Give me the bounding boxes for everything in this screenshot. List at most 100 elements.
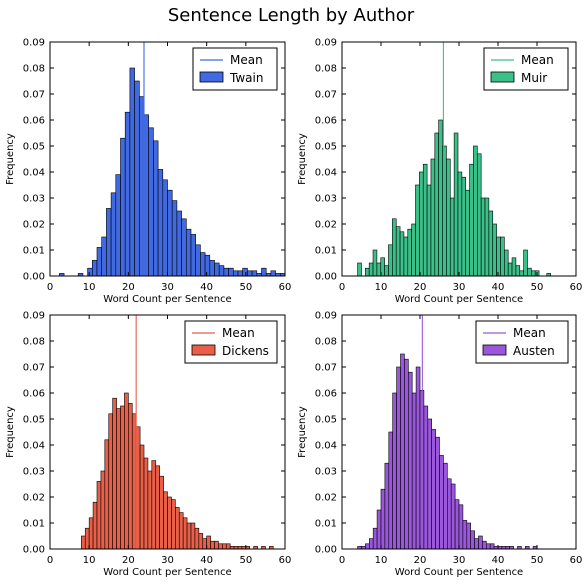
x-tick-label: 40 [492, 555, 505, 566]
histogram-bar [162, 179, 168, 277]
x-tick-label: 10 [83, 555, 96, 566]
x-tick-label: 20 [122, 555, 135, 566]
histogram-bar [247, 270, 253, 277]
legend-box [184, 320, 278, 364]
chart-panel-dickens: 0 10 20 30 40 50 60 0.00 0.01 0.02 0.03 0.04 0.05 0.0… [5, 311, 291, 579]
histogram-bar [222, 543, 227, 550]
histogram-bar [101, 236, 107, 277]
y-tick-label: 0.09 [315, 311, 337, 322]
histogram-bar [453, 132, 459, 277]
histogram-bar [368, 538, 374, 550]
histogram-bar [139, 96, 145, 277]
y-tick-label: 0.08 [23, 337, 45, 348]
histogram-bar [415, 366, 421, 550]
x-tick-label: 0 [339, 555, 345, 566]
chart-panel-austen: 0 10 20 30 40 50 60 0.00 0.01 0.02 0.03 0.04 0.05 0.0… [297, 311, 582, 579]
y-tick-label: 0.02 [23, 493, 45, 504]
histogram-bar [496, 236, 501, 277]
x-tick-label: 20 [414, 555, 427, 566]
histogram-bar [96, 247, 102, 277]
histogram-bar [155, 465, 160, 550]
histogram-bar [365, 543, 370, 550]
x-tick-label: 30 [161, 282, 174, 293]
histogram-bar [108, 413, 113, 550]
histogram-bar [457, 171, 463, 277]
histogram-bar [198, 533, 204, 550]
histogram-grid: 0 10 20 30 40 50 60 0.00 0.01 0.02 0.03 0.04 0.05 0.0… [5, 38, 582, 579]
histogram-bar [419, 171, 424, 277]
y-tick-label: 0.07 [315, 90, 337, 101]
histogram-bar [476, 153, 482, 277]
y-tick-label: 0.08 [23, 64, 45, 75]
histogram-bar [478, 535, 483, 550]
histogram-bar [380, 488, 386, 550]
y-tick-label: 0.04 [23, 168, 45, 179]
y-tick-label: 0.04 [315, 441, 337, 452]
x-axis-label: Word Count per Sentence [103, 567, 231, 578]
histogram-bar [439, 455, 444, 550]
histogram-bar [507, 262, 513, 277]
histogram-bar [182, 517, 188, 550]
histogram-bar [485, 543, 491, 550]
x-tick-label: 50 [531, 282, 544, 293]
histogram-bar [176, 210, 182, 277]
histogram-bar [251, 270, 258, 277]
histogram-bar [233, 270, 239, 277]
histogram-bar [446, 478, 452, 550]
y-tick-label: 0.01 [315, 519, 337, 530]
histogram-bar [399, 231, 405, 277]
histogram-bar [120, 137, 126, 277]
x-tick-label: 40 [200, 282, 213, 293]
histogram-bar [446, 158, 451, 277]
histogram-bar [112, 397, 117, 550]
histogram-bar [431, 429, 436, 550]
histogram-bar [461, 176, 467, 277]
y-tick-label: 0.04 [315, 168, 337, 179]
legend-author-label: Austen [513, 344, 555, 358]
histogram-bar [131, 413, 137, 550]
histogram-bar [134, 80, 140, 277]
histogram-bar [400, 353, 405, 550]
y-axis-label: Frequency [5, 133, 16, 185]
histogram-bar [407, 228, 412, 277]
x-tick-label: 40 [200, 555, 213, 566]
histogram-bar [167, 496, 172, 550]
legend-author-swatch [199, 71, 224, 83]
histogram-bar [411, 223, 416, 277]
legend-mean-label: Mean [521, 53, 554, 67]
histogram-bar [480, 197, 486, 277]
histogram-bar [430, 158, 436, 277]
histogram-bar [92, 501, 98, 550]
histogram-bar [489, 543, 495, 550]
legend-box [475, 320, 569, 364]
histogram-bar [151, 460, 157, 550]
y-axis-label: Frequency [5, 406, 16, 458]
histogram-bar [523, 249, 528, 277]
histogram-bar [143, 457, 149, 550]
y-tick-label: 0.06 [315, 116, 337, 127]
histogram-bar [384, 462, 390, 550]
y-axis-label: Frequency [297, 133, 308, 185]
legend: Mean Twain [192, 47, 278, 91]
histogram-bar [139, 444, 145, 550]
legend-author-label: Muir [521, 71, 547, 85]
x-tick-label: 0 [47, 555, 53, 566]
histogram-bar [357, 262, 362, 277]
histogram-bar [171, 499, 176, 550]
y-tick-label: 0.07 [23, 363, 45, 374]
histogram-bar [368, 262, 374, 277]
histogram-bar [175, 507, 180, 550]
histogram-bar [388, 431, 393, 550]
y-tick-label: 0.05 [23, 142, 45, 153]
histogram-bar [415, 184, 420, 277]
histogram-bar [376, 509, 382, 550]
histogram-bar [237, 270, 243, 277]
histogram-bar [200, 252, 206, 277]
histogram-bar [96, 481, 102, 550]
histogram-bar [392, 218, 397, 277]
histogram-bar [157, 169, 164, 277]
y-tick-label: 0.00 [315, 272, 337, 283]
histogram-bar [218, 543, 223, 550]
y-tick-label: 0.00 [315, 545, 337, 556]
histogram-bar [225, 543, 231, 550]
